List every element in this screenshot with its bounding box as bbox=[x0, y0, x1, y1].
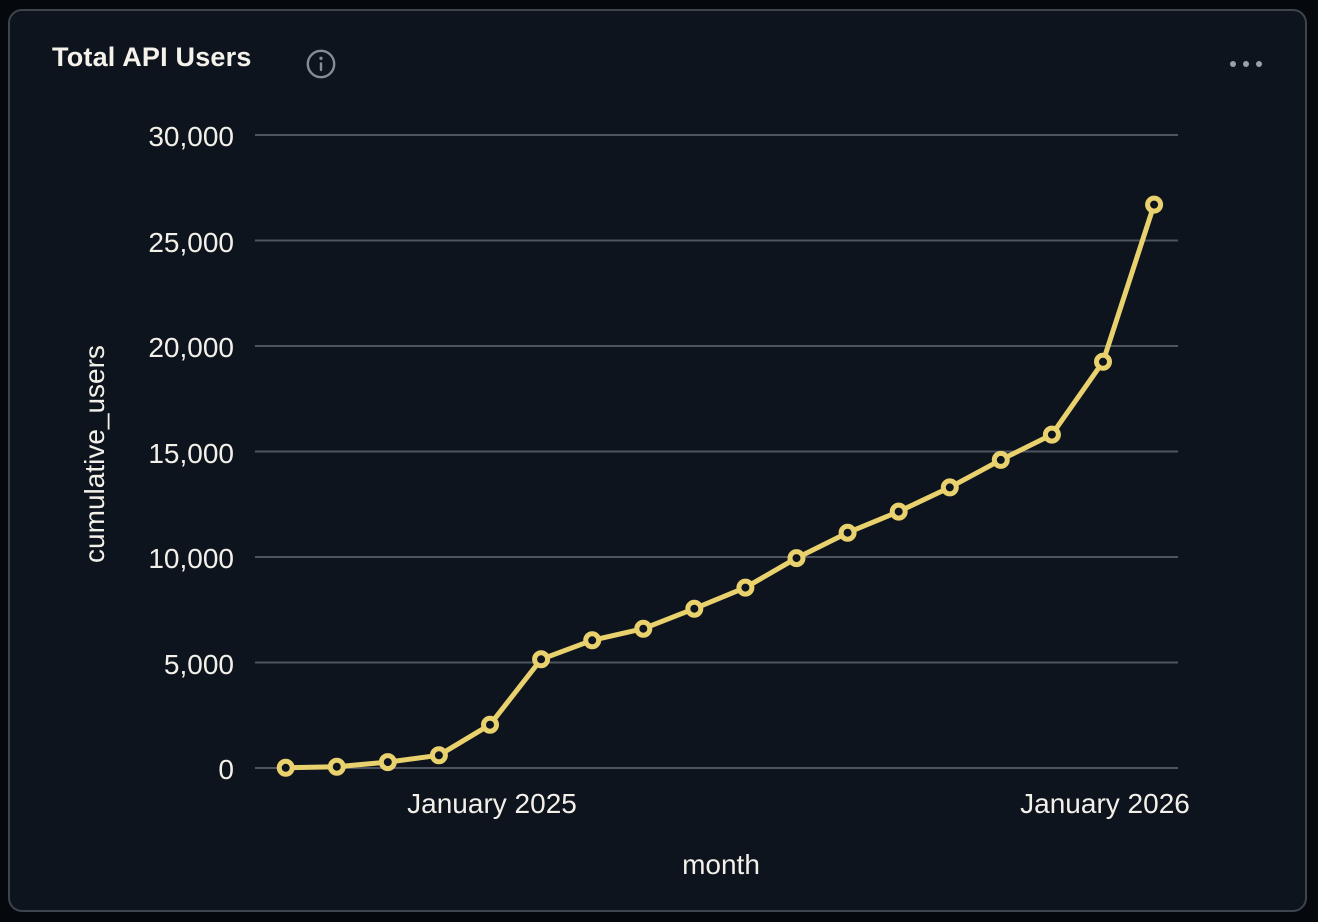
data-point-marker[interactable] bbox=[583, 631, 602, 650]
data-point-marker[interactable] bbox=[940, 478, 959, 497]
ellipsis-menu-icon bbox=[1256, 61, 1262, 67]
data-point-marker[interactable] bbox=[429, 746, 448, 765]
data-point-marker[interactable] bbox=[378, 753, 397, 772]
y-tick-label: 30,000 bbox=[148, 121, 234, 152]
data-point-marker[interactable] bbox=[1145, 195, 1164, 214]
y-tick-label: 20,000 bbox=[148, 332, 234, 363]
info-button[interactable] bbox=[305, 48, 337, 80]
data-point-marker[interactable] bbox=[838, 523, 857, 542]
y-tick-label: 25,000 bbox=[148, 226, 234, 258]
y-tick-label: 15,000 bbox=[148, 437, 234, 469]
ellipsis-menu-icon bbox=[1230, 61, 1236, 67]
x-tick-label: January 2025 bbox=[407, 788, 577, 819]
chart-card: Total API Users 30,000 25,000 20,000 15,… bbox=[8, 9, 1307, 912]
data-point-marker[interactable] bbox=[532, 650, 551, 669]
card-menu-button[interactable] bbox=[1222, 53, 1270, 75]
data-point-marker[interactable] bbox=[276, 758, 295, 777]
data-point-marker[interactable] bbox=[991, 450, 1010, 469]
info-icon bbox=[306, 49, 336, 79]
series-line bbox=[283, 202, 1157, 771]
x-axis-title: month bbox=[682, 849, 760, 880]
y-tick-label: 10,000 bbox=[148, 543, 234, 574]
y-tick-label: 5,000 bbox=[163, 648, 234, 680]
card-title: Total API Users bbox=[52, 42, 252, 72]
ellipsis-menu-icon bbox=[1243, 61, 1249, 67]
y-tick-label: 0 bbox=[218, 754, 234, 785]
data-point-marker[interactable] bbox=[736, 578, 755, 597]
data-point-marker[interactable] bbox=[1094, 352, 1112, 371]
data-point-marker[interactable] bbox=[889, 502, 908, 521]
data-point-marker[interactable] bbox=[787, 549, 806, 568]
data-point-marker[interactable] bbox=[1042, 425, 1061, 444]
data-point-marker[interactable] bbox=[481, 715, 499, 734]
x-tick-label: January 2026 bbox=[1020, 788, 1190, 819]
data-point-marker[interactable] bbox=[327, 757, 346, 776]
data-point-marker[interactable] bbox=[685, 599, 704, 618]
data-point-marker[interactable] bbox=[634, 619, 653, 638]
